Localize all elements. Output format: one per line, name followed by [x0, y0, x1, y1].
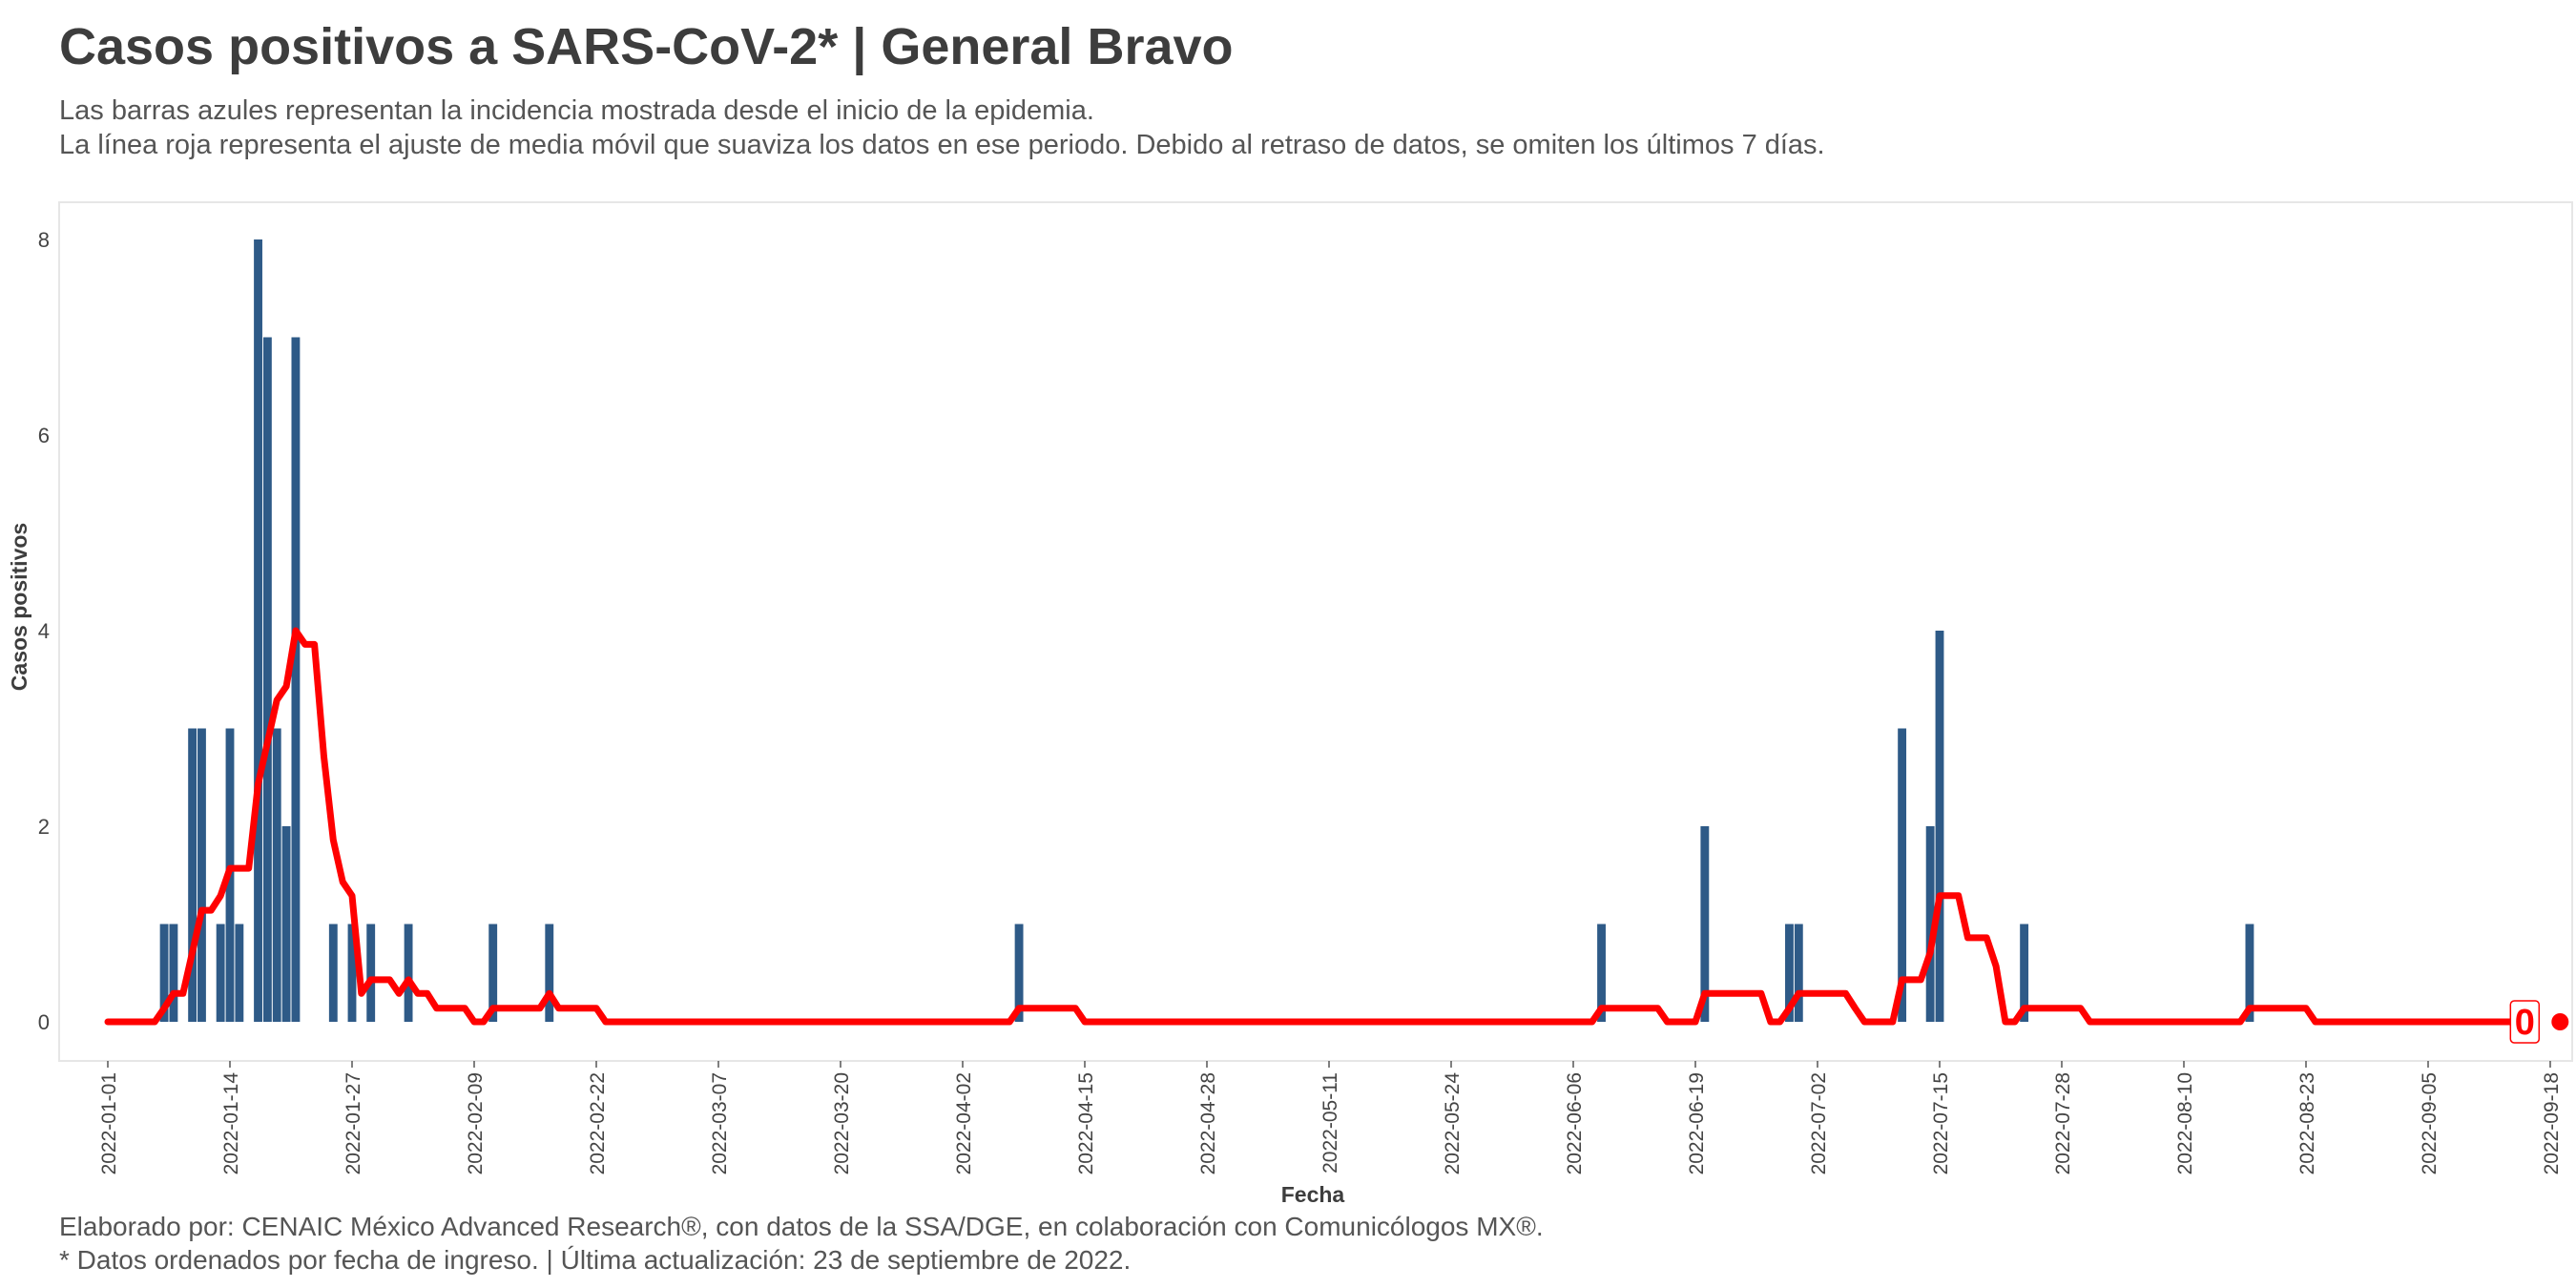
end-label-group: 0	[2509, 1000, 2569, 1044]
bar	[188, 728, 197, 1022]
bar	[281, 826, 291, 1022]
bar	[272, 728, 281, 1022]
y-axis-label: Casos positivos	[7, 523, 31, 691]
moving-average-series	[104, 627, 2535, 1026]
x-axis-label: Fecha	[1281, 1182, 1345, 1207]
x-tick-label: 2022-05-11	[1319, 1072, 1341, 1174]
bar	[1014, 924, 1024, 1022]
end-label-box	[2509, 1000, 2541, 1044]
bar	[404, 924, 413, 1022]
bar	[1925, 826, 1935, 1022]
x-tick-label: 2022-07-15	[1930, 1072, 1952, 1174]
bar	[1794, 924, 1803, 1022]
y-tick-label: 8	[38, 228, 50, 252]
y-tick-label: 2	[38, 815, 50, 839]
end-point	[2551, 1013, 2569, 1030]
bar	[347, 924, 357, 1022]
x-axis-ticks: 2022-01-01 2022-01-14 2022-01-27 2022-02-09…	[98, 1061, 2563, 1174]
x-tick-label: 2022-06-06	[1564, 1072, 1586, 1174]
chart-subtitle: Las barras azules representan la inciden…	[59, 93, 1825, 162]
y-axis-ticks: 0 2 4 6 8	[38, 228, 50, 1034]
x-tick-label: 2022-06-19	[1686, 1072, 1708, 1174]
x-tick-label: 2022-01-01	[98, 1072, 120, 1174]
x-tick-label: 2022-08-23	[2296, 1072, 2318, 1174]
bar	[2245, 924, 2254, 1022]
bar	[197, 728, 206, 1022]
bar	[2020, 924, 2029, 1022]
x-tick-label: 2022-04-02	[953, 1072, 975, 1174]
plot-panel-border	[58, 201, 2573, 1062]
x-tick-label: 2022-02-22	[587, 1072, 609, 1174]
bar	[262, 337, 272, 1022]
bar	[169, 924, 178, 1022]
x-tick-label: 2022-01-27	[343, 1072, 364, 1174]
chart-caption: Elaborado por: CENAIC México Advanced Re…	[59, 1210, 1544, 1277]
x-tick-label: 2022-08-10	[2174, 1072, 2196, 1174]
y-tick-label: 6	[38, 424, 50, 447]
x-tick-label: 2022-07-28	[2052, 1072, 2074, 1174]
caption-line-2: * Datos ordenados por fecha de ingreso. …	[59, 1245, 1132, 1275]
bar	[1935, 631, 1944, 1022]
x-tick-label: 2022-09-18	[2541, 1072, 2563, 1174]
bar	[1597, 924, 1606, 1022]
bar	[545, 924, 554, 1022]
subtitle-line-2: La línea roja representa el ajuste de me…	[59, 130, 1825, 160]
caption-line-1: Elaborado por: CENAIC México Advanced Re…	[59, 1212, 1544, 1241]
bar	[366, 924, 376, 1022]
bar	[235, 924, 244, 1022]
x-tick-label: 2022-03-20	[831, 1072, 853, 1174]
chart-title: Casos positivos a SARS-CoV-2* | General …	[59, 18, 1234, 75]
x-tick-label: 2022-01-14	[220, 1072, 242, 1175]
bar	[159, 924, 169, 1022]
y-tick-label: 4	[38, 619, 50, 643]
bar	[488, 924, 498, 1022]
x-tick-label: 2022-07-02	[1808, 1072, 1830, 1174]
bar	[1700, 826, 1710, 1022]
end-label: 0	[2515, 1003, 2535, 1043]
moving-average-line	[104, 627, 2535, 1026]
bar	[1785, 924, 1794, 1022]
y-tick-label: 0	[38, 1010, 50, 1034]
bar	[216, 924, 225, 1022]
x-tick-label: 2022-02-09	[465, 1072, 487, 1174]
x-tick-label: 2022-04-15	[1075, 1072, 1097, 1174]
bar	[291, 337, 301, 1022]
bar	[254, 239, 262, 1022]
subtitle-line-1: Las barras azules representan la inciden…	[59, 95, 1094, 126]
x-tick-label: 2022-05-24	[1442, 1072, 1464, 1175]
x-tick-label: 2022-03-07	[709, 1072, 731, 1174]
x-tick-label: 2022-04-28	[1197, 1072, 1219, 1174]
bar-series	[159, 239, 2254, 1022]
x-tick-label: 2022-09-05	[2419, 1072, 2441, 1174]
bar	[328, 924, 338, 1022]
bar	[1898, 728, 1907, 1022]
